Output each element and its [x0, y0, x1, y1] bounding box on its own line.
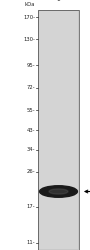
Text: 55-: 55-	[26, 108, 35, 113]
Text: 11-: 11-	[26, 240, 35, 245]
Text: 34-: 34-	[27, 147, 35, 152]
Bar	[39, 11, 78, 249]
Ellipse shape	[49, 189, 68, 194]
Bar	[38, 10, 79, 250]
Text: 43-: 43-	[27, 128, 35, 133]
Text: 95-: 95-	[26, 63, 35, 68]
Text: 17-: 17-	[26, 204, 35, 210]
Ellipse shape	[40, 186, 77, 197]
Text: 130-: 130-	[23, 37, 35, 42]
Text: 1: 1	[57, 0, 60, 2]
Text: kDa: kDa	[25, 2, 35, 6]
Text: 72-: 72-	[26, 86, 35, 90]
Bar	[38, 10, 79, 250]
Text: 170-: 170-	[23, 15, 35, 20]
Text: 26-: 26-	[26, 170, 35, 174]
